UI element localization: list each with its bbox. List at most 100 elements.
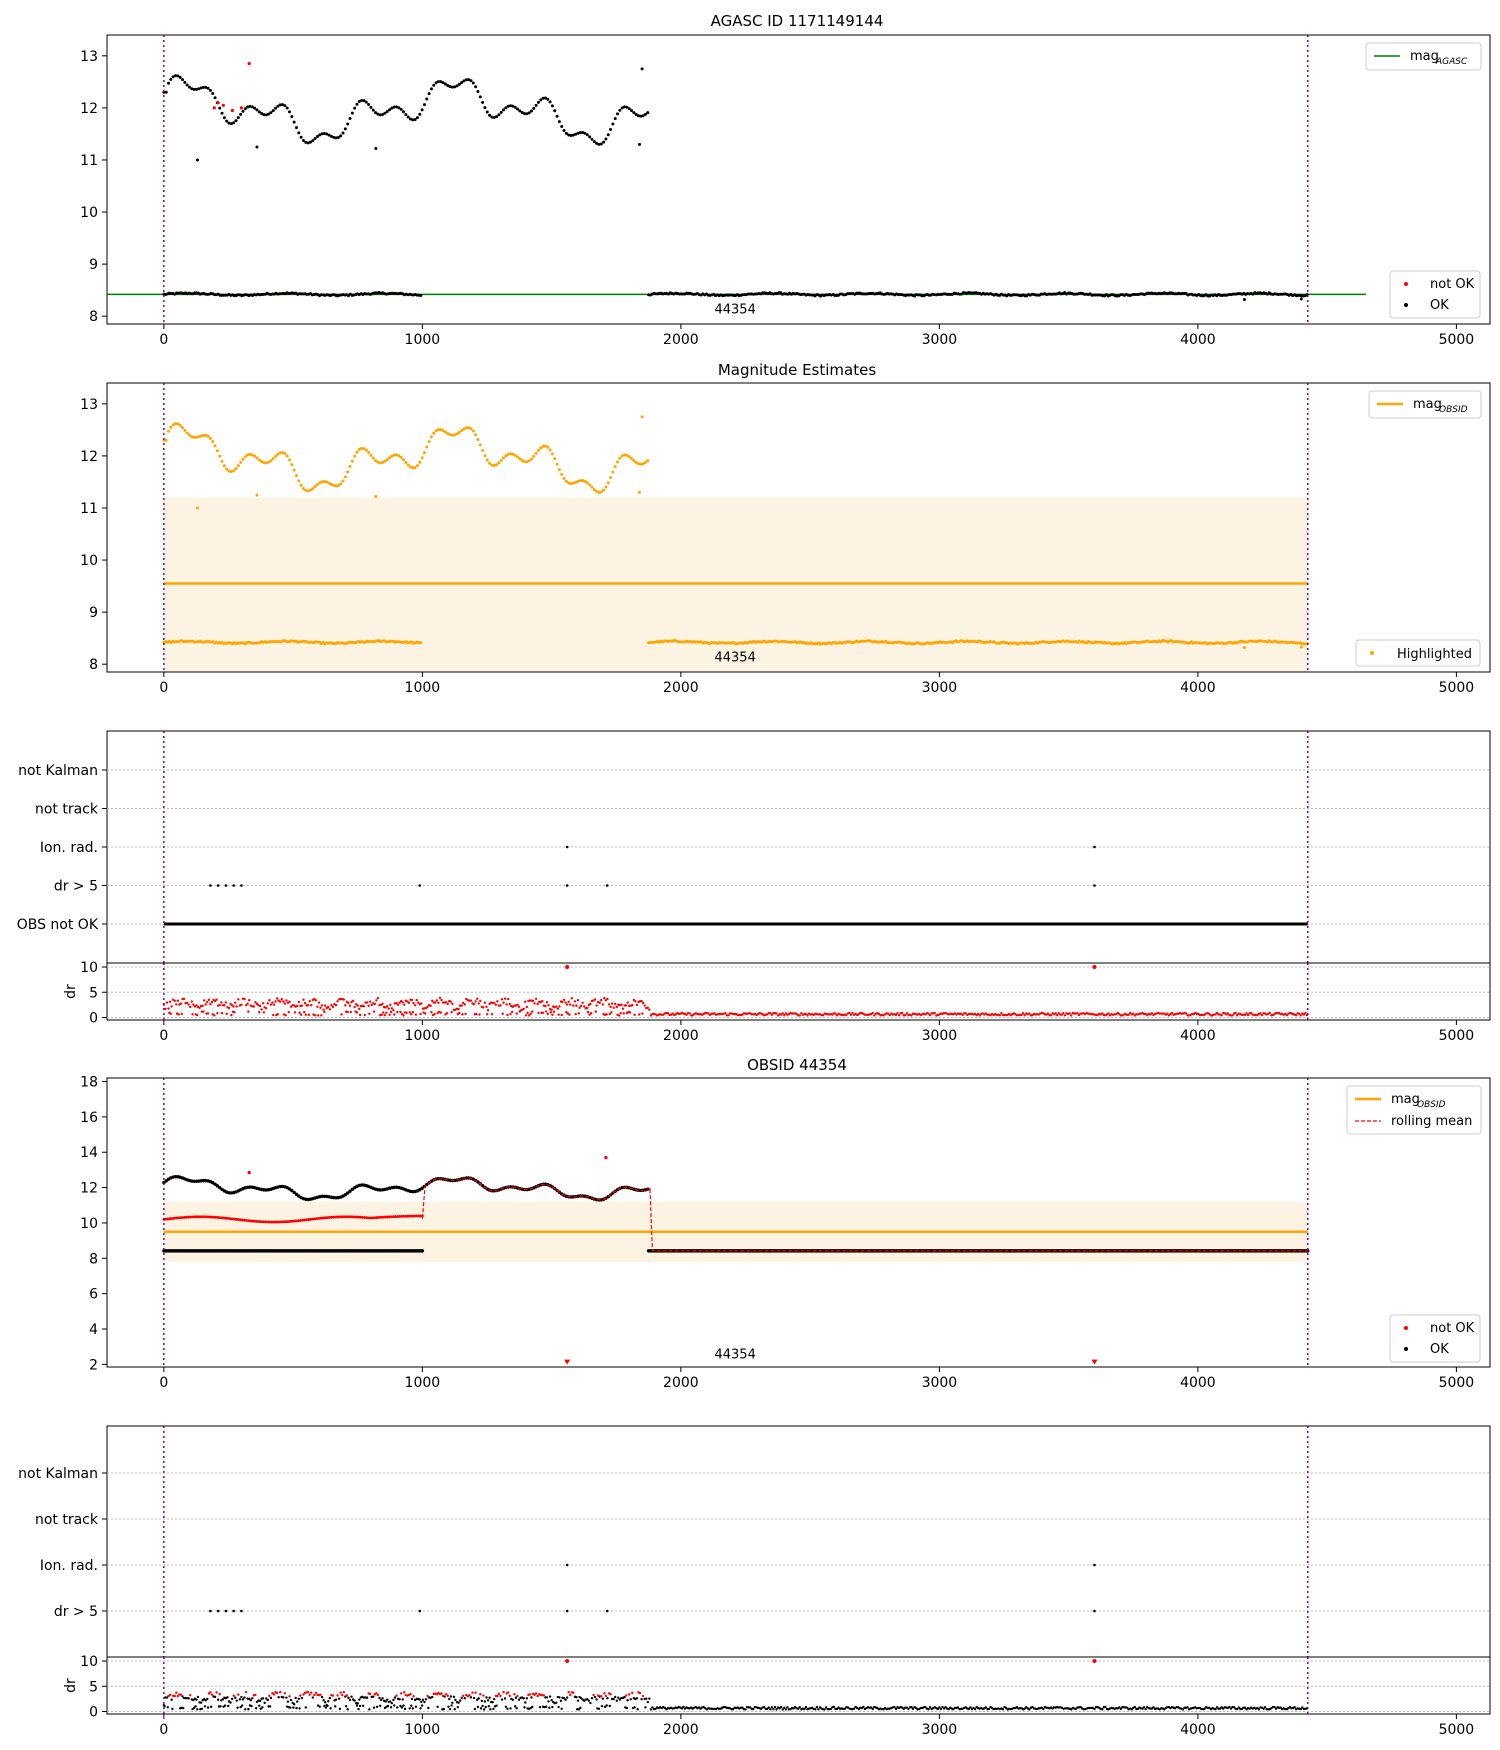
dr-point <box>1235 1014 1239 1017</box>
y-tick-label: 13 <box>80 397 98 413</box>
data-point <box>488 461 492 465</box>
data-point <box>520 459 524 463</box>
dr-point <box>427 1706 430 1710</box>
legend-label-sub: OBSID <box>1417 1100 1446 1110</box>
dr-point <box>225 1012 228 1016</box>
data-point <box>560 472 564 476</box>
flag-continuous <box>163 922 1308 926</box>
dr-point <box>173 1694 176 1698</box>
dr-point <box>373 1002 377 1006</box>
dr-point <box>590 1696 594 1700</box>
flag-point <box>232 884 235 887</box>
dr-point <box>372 1010 376 1013</box>
dr-point <box>978 1014 981 1017</box>
dr-point <box>424 1012 427 1015</box>
dr-point <box>250 1704 253 1708</box>
dr-point <box>621 1007 625 1010</box>
dr-point <box>598 1001 601 1004</box>
dr-point <box>817 1708 820 1711</box>
dr-point <box>490 1012 494 1016</box>
data-point <box>492 464 496 468</box>
dr-point <box>848 1011 851 1015</box>
rolling-mean-point <box>381 1215 385 1219</box>
x-tick-label: 5000 <box>1439 1722 1475 1738</box>
data-point <box>399 107 403 111</box>
dr-point <box>392 1013 396 1016</box>
rolling-mean-point <box>402 1214 406 1218</box>
dr-point <box>367 1004 370 1008</box>
dr-point <box>502 1690 505 1694</box>
data-point <box>283 452 287 456</box>
dr-point <box>165 1001 169 1004</box>
obsid-annotation: 44354 <box>714 650 755 665</box>
data-point <box>213 1182 217 1186</box>
data-point <box>388 456 392 460</box>
y-tick-label: 4 <box>89 1322 98 1338</box>
data-point <box>636 462 640 466</box>
y-tick-label: 8 <box>89 1251 98 1267</box>
data-point <box>453 433 457 437</box>
dr-point <box>216 1012 219 1015</box>
dr-point <box>344 1705 348 1708</box>
dr-point <box>198 1006 201 1010</box>
dr-point <box>1215 1706 1219 1709</box>
dr-point <box>284 1013 287 1017</box>
dr-point <box>405 1011 408 1014</box>
dr-point <box>382 1011 385 1014</box>
data-point <box>578 479 582 483</box>
dr-point <box>375 999 378 1002</box>
data-point <box>343 127 347 131</box>
data-point <box>348 465 352 469</box>
data-point <box>322 480 326 484</box>
dr-point <box>1077 1013 1081 1017</box>
data-point <box>399 455 403 459</box>
dr-point <box>506 1013 509 1017</box>
dr-point <box>649 1708 653 1711</box>
data-point <box>220 111 224 115</box>
rolling-mean-point <box>187 1215 191 1219</box>
dr-point <box>255 1700 259 1704</box>
dr-point <box>551 1705 554 1709</box>
dr-point <box>845 1013 848 1017</box>
dr-point <box>300 1696 304 1700</box>
dr-point <box>682 1705 685 1709</box>
dr-point <box>797 1707 800 1710</box>
dr-point <box>575 1695 578 1699</box>
legend-marker <box>1370 651 1374 655</box>
dr-point <box>336 1000 339 1003</box>
data-point <box>576 131 580 135</box>
dr-point <box>969 1706 972 1709</box>
data-point <box>462 79 466 83</box>
data-point <box>201 1178 206 1183</box>
y-tick-label: 11 <box>80 153 98 169</box>
data-point <box>246 105 250 109</box>
data-point <box>643 460 647 464</box>
data-point <box>460 81 464 85</box>
rolling-mean-point <box>334 1215 337 1219</box>
panel-magnitude-estimates-title: Magnitude Estimates <box>718 361 876 379</box>
dr-point <box>904 1014 907 1017</box>
dr-point <box>834 1012 837 1015</box>
data-point <box>529 457 533 461</box>
rolling-mean-point <box>344 1215 348 1219</box>
data-point <box>599 142 603 146</box>
dr-point <box>617 1696 620 1699</box>
dr-point <box>166 1706 169 1709</box>
data-point <box>455 84 459 88</box>
dr-point <box>533 1002 536 1005</box>
dr-point <box>240 1695 243 1699</box>
dr-point <box>541 999 544 1003</box>
dr-point <box>783 1014 786 1017</box>
data-point <box>213 444 217 448</box>
rolling-mean-point <box>197 1215 201 1219</box>
data-point <box>469 79 473 83</box>
dr-point <box>626 1001 629 1004</box>
dr-point <box>227 1704 230 1708</box>
dr-point <box>272 1003 276 1006</box>
dr-point <box>869 1706 873 1709</box>
rolling-mean-point <box>305 1218 308 1222</box>
dr-point <box>987 1707 991 1711</box>
dr-point <box>389 1003 392 1007</box>
dr-point <box>1142 1705 1146 1709</box>
dr-point <box>1260 1013 1264 1017</box>
